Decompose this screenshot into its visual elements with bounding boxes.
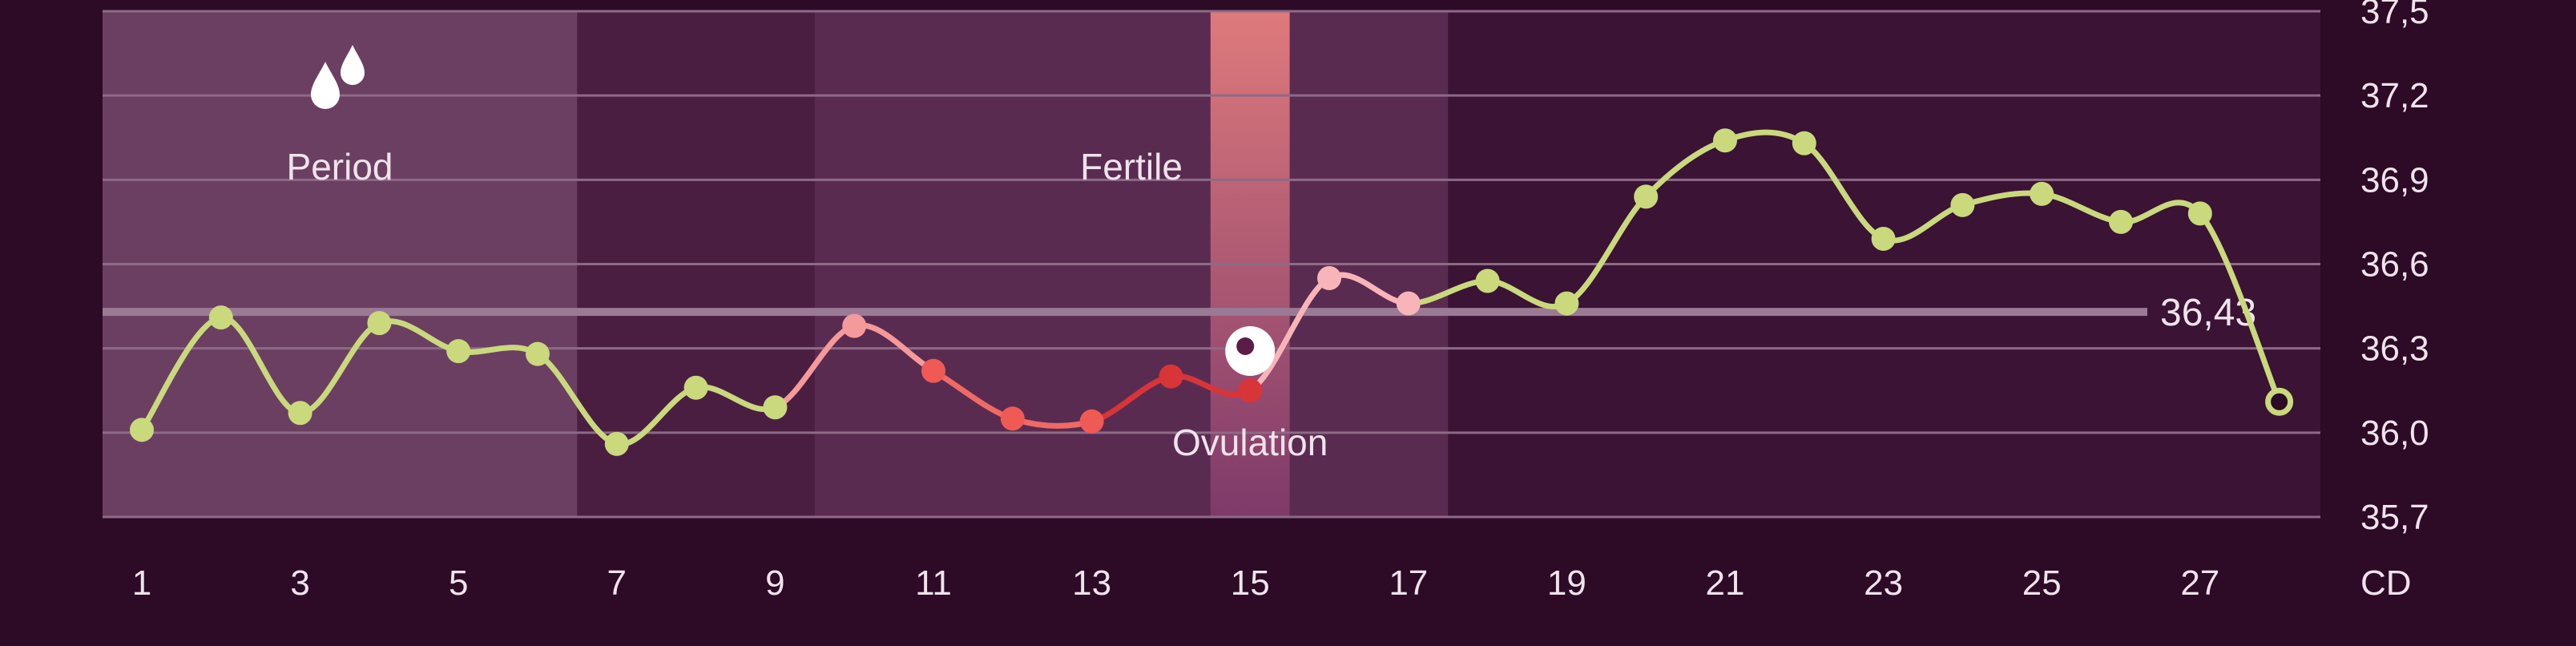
- x-tick-label: 11: [915, 563, 952, 603]
- data-point: [1634, 184, 1659, 209]
- data-point: [367, 311, 392, 336]
- series-segment: [1247, 275, 1332, 394]
- data-point: [446, 339, 471, 364]
- data-point: [1317, 266, 1341, 291]
- x-tick-label: 13: [1072, 563, 1111, 603]
- data-point: [208, 305, 233, 330]
- data-point: [921, 358, 945, 383]
- data-point: [130, 418, 154, 442]
- data-point: [1871, 226, 1896, 251]
- x-tick-label: 27: [2180, 563, 2219, 603]
- y-tick-label: 36,3: [2360, 329, 2429, 369]
- x-tick-label: 17: [1389, 563, 1428, 603]
- x-tick-label: 5: [449, 563, 468, 603]
- phase-labels: Period Fertile Ovulation: [287, 45, 1328, 463]
- data-point: [2030, 181, 2054, 206]
- data-point: [1238, 378, 1263, 403]
- data-point: [1713, 128, 1737, 153]
- y-tick-label: 36,0: [2360, 414, 2429, 453]
- grid-lines: [103, 10, 2320, 519]
- data-point: [1792, 131, 1816, 155]
- period-label: Period: [287, 146, 393, 188]
- y-tick-label: 36,9: [2360, 160, 2429, 200]
- data-point: [842, 313, 867, 338]
- x-tick-label: 25: [2022, 563, 2062, 603]
- data-point: [1554, 291, 1579, 316]
- y-tick-label: 35,7: [2360, 498, 2429, 537]
- data-point: [2109, 209, 2133, 234]
- blood-drops-icon-small: [341, 45, 365, 85]
- data-point: [1000, 406, 1025, 431]
- data-point: [288, 401, 312, 426]
- data-point: [683, 375, 708, 400]
- data-point: [526, 341, 550, 366]
- data-point: [1950, 192, 1975, 217]
- y-tick-label: 37,5: [2360, 0, 2429, 31]
- data-point: [1079, 409, 1104, 434]
- x-axis-ticks: 1 3 5 7 9 11 13 15 17 19 21 23 25 27: [132, 563, 2220, 603]
- series-segment: [2197, 210, 2283, 405]
- x-axis-label: CD: [2360, 563, 2412, 603]
- egg-icon: [1225, 326, 1276, 376]
- x-tick-label: 3: [290, 563, 309, 603]
- x-tick-label: 15: [1231, 563, 1270, 603]
- data-point-open: [2265, 387, 2294, 416]
- x-tick-label: 7: [607, 563, 627, 603]
- blood-drops-icon: [311, 62, 340, 109]
- fertile-label: Fertile: [1080, 146, 1183, 188]
- x-tick-label: 23: [1864, 563, 1903, 603]
- data-point: [1475, 268, 1500, 293]
- data-point: [2187, 201, 2212, 226]
- data-point: [604, 431, 629, 456]
- x-tick-label: 1: [132, 563, 151, 603]
- y-axis-ticks: 35,7 36,0 36,3 36,6 36,9 37,2 37,5: [2360, 0, 2429, 537]
- ovulation-label: Ovulation: [1172, 422, 1328, 463]
- x-tick-label: 21: [1706, 563, 1745, 603]
- temperature-points: [130, 128, 2294, 456]
- y-tick-label: 36,6: [2360, 245, 2429, 285]
- x-tick-label: 9: [765, 563, 784, 603]
- data-point: [1396, 291, 1421, 316]
- data-point: [1159, 364, 1183, 389]
- data-point: [763, 395, 788, 420]
- y-tick-label: 37,2: [2360, 76, 2429, 115]
- x-tick-label: 19: [1547, 563, 1586, 603]
